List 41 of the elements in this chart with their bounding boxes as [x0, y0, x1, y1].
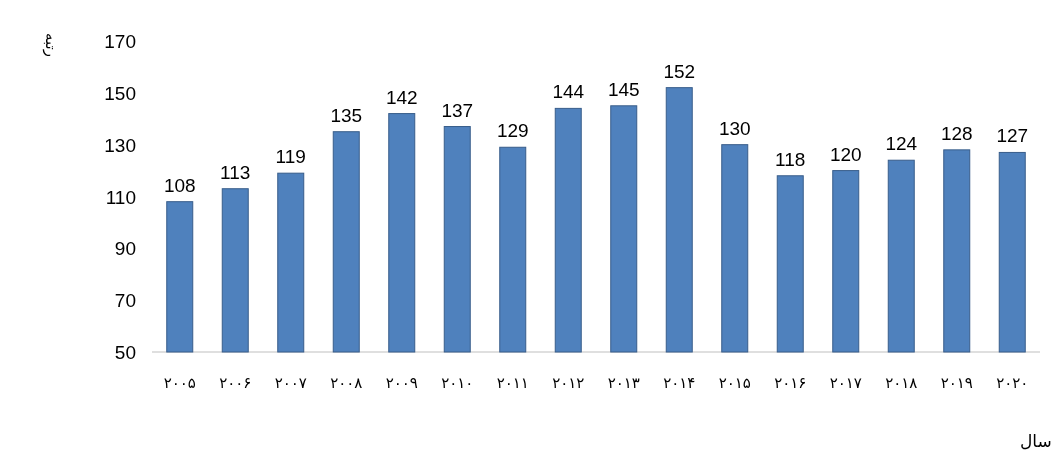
- x-axis-title: سال: [1020, 431, 1052, 451]
- y-axis-title: رتبه: [42, 33, 60, 57]
- y-tick-label: 150: [104, 82, 136, 104]
- data-label: 124: [885, 133, 918, 155]
- data-label: 118: [775, 148, 806, 170]
- data-label: 113: [220, 161, 251, 183]
- data-label: 127: [996, 125, 1029, 147]
- data-label: 144: [552, 81, 585, 103]
- y-tick-label: 130: [104, 134, 136, 156]
- data-label: 152: [663, 60, 696, 82]
- data-label: 130: [718, 117, 751, 139]
- data-label: 108: [163, 174, 196, 196]
- x-tick-label: ۲۰۱۸: [885, 374, 918, 392]
- data-label: 129: [496, 120, 529, 142]
- x-tick-label: ۲۰۱۳: [607, 374, 640, 392]
- x-tick-label: ۲۰۲۰: [996, 374, 1029, 392]
- x-tick-label: ۲۰۱۱: [496, 374, 529, 392]
- data-label: 119: [275, 146, 306, 168]
- x-tick-label: ۲۰۱۴: [663, 374, 696, 392]
- x-tick-label: ۲۰۰۵: [163, 374, 196, 392]
- x-tick-label: ۲۰۰۸: [330, 374, 363, 392]
- y-tick-label: 110: [105, 186, 136, 208]
- x-tick-label: ۲۰۱۷: [829, 374, 862, 392]
- x-tick-label: ۲۰۱۵: [718, 374, 751, 392]
- y-tick-label: 90: [114, 238, 136, 260]
- data-label: 145: [607, 78, 640, 100]
- y-tick-label: 50: [114, 342, 136, 363]
- x-tick-label: ۲۰۰۹: [385, 374, 418, 392]
- x-tick-label: ۲۰۰۶: [219, 374, 252, 392]
- x-tick-label: ۲۰۱۲: [552, 374, 585, 392]
- data-label: 120: [829, 143, 862, 165]
- y-tick-label: 70: [114, 290, 136, 312]
- data-label: 135: [330, 104, 363, 126]
- y-tick-label: 170: [104, 31, 136, 52]
- x-tick-label: ۲۰۱۹: [940, 374, 973, 392]
- x-tick-label: ۲۰۱۰: [441, 374, 474, 392]
- x-tick-label: ۲۰۰۷: [274, 374, 307, 392]
- data-label: 142: [385, 86, 418, 108]
- data-label: 128: [940, 122, 973, 144]
- x-tick-label: ۲۰۱۶: [774, 374, 807, 392]
- data-label: 137: [441, 99, 474, 121]
